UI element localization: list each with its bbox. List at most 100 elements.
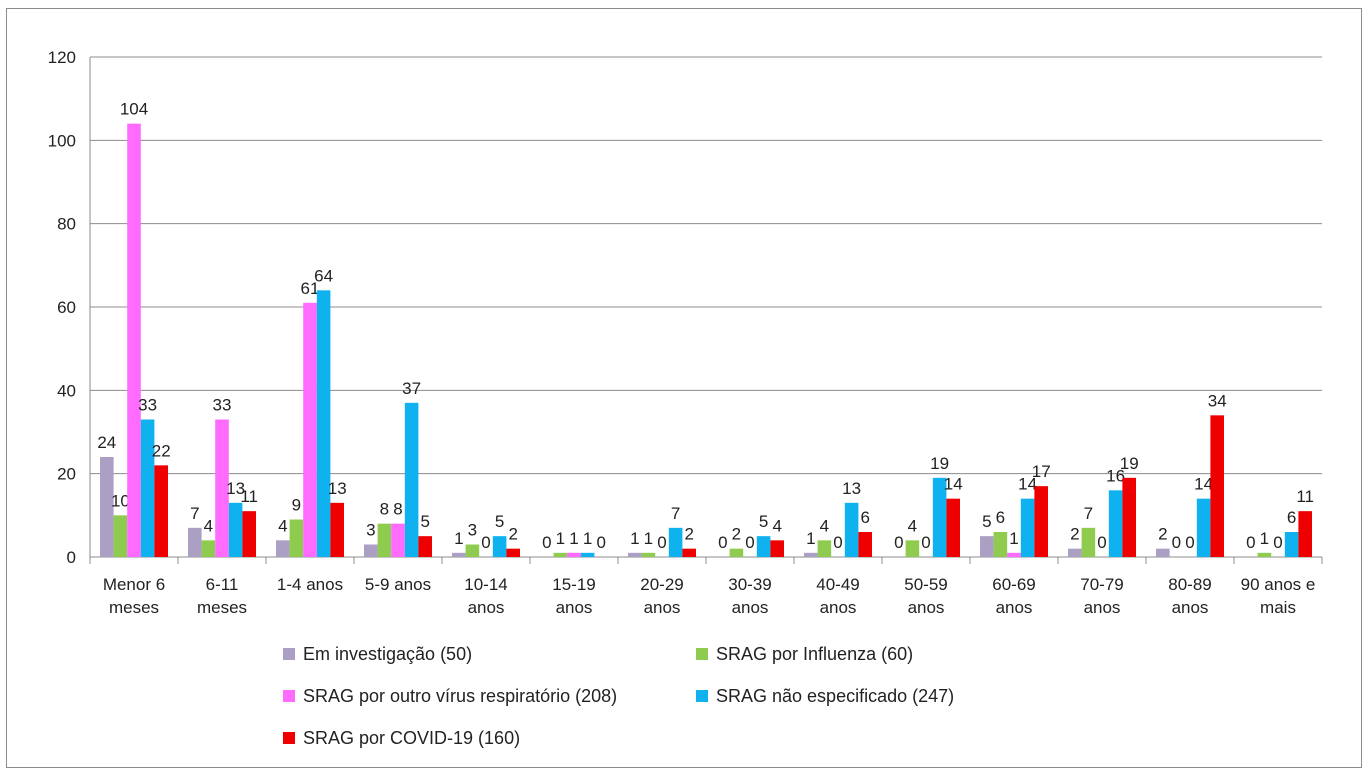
bar <box>567 552 581 557</box>
bar <box>154 465 168 557</box>
legend-swatch <box>696 648 708 660</box>
data-label: 33 <box>138 396 157 415</box>
bar <box>113 515 128 557</box>
bar <box>946 498 960 557</box>
x-category-label: anos <box>1084 598 1121 617</box>
x-category-label: 6-11 <box>206 575 239 594</box>
data-label: 2 <box>684 525 693 544</box>
data-label: 13 <box>328 479 347 498</box>
y-tick-label: 80 <box>57 215 76 234</box>
data-label: 0 <box>894 533 903 552</box>
bar <box>188 527 202 557</box>
bar <box>844 502 859 557</box>
data-label: 1 <box>556 529 565 548</box>
bar <box>1196 498 1211 557</box>
data-label: 7 <box>190 504 199 523</box>
data-label: 5 <box>495 512 504 531</box>
x-category-label: anos <box>732 598 769 617</box>
bar <box>140 419 155 557</box>
data-label: 0 <box>542 533 551 552</box>
data-label: 0 <box>833 533 842 552</box>
data-label: 14 <box>1194 475 1213 494</box>
x-category-label: 15-19 <box>552 575 595 594</box>
bar <box>1210 415 1224 557</box>
data-label: 11 <box>240 487 258 506</box>
data-label: 16 <box>1106 466 1125 485</box>
data-label: 4 <box>772 516 781 535</box>
bar <box>756 536 771 557</box>
data-label: 61 <box>301 279 320 298</box>
bar <box>580 552 595 557</box>
data-label: 104 <box>120 100 148 119</box>
data-label: 1 <box>806 529 815 548</box>
data-label: 0 <box>1185 533 1194 552</box>
legend-swatch <box>283 732 295 744</box>
bar <box>980 536 994 557</box>
data-label: 1 <box>644 529 653 548</box>
data-label: 1 <box>583 529 592 548</box>
y-tick-label: 60 <box>57 298 76 317</box>
data-label: 1 <box>569 529 578 548</box>
legend-entry: SRAG por Influenza (60) <box>716 644 913 664</box>
x-category-label: Menor 6 <box>103 575 165 594</box>
bar <box>465 544 480 557</box>
bar <box>905 540 920 557</box>
x-category-label: anos <box>996 598 1033 617</box>
legend-swatch <box>696 690 708 702</box>
bar <box>330 502 344 557</box>
bar <box>1284 532 1299 557</box>
bar <box>276 540 290 557</box>
data-label: 4 <box>908 516 917 535</box>
legend-swatch <box>283 648 295 660</box>
data-label: 2 <box>508 525 517 544</box>
data-label: 7 <box>671 504 680 523</box>
bar <box>316 290 331 557</box>
bar <box>1257 552 1272 557</box>
bar <box>770 540 784 557</box>
data-label: 10 <box>111 491 130 510</box>
bar <box>377 523 392 557</box>
x-category-label: anos <box>1172 598 1209 617</box>
bar <box>303 302 317 557</box>
data-label: 33 <box>213 396 232 415</box>
bar <box>668 527 683 557</box>
x-category-label: anos <box>908 598 945 617</box>
bar <box>729 548 744 557</box>
bar <box>492 536 507 557</box>
bar <box>404 402 419 557</box>
bar <box>1034 486 1048 557</box>
x-category-label: 70-79 <box>1080 575 1123 594</box>
data-label: 2 <box>732 525 741 544</box>
data-label: 7 <box>1084 504 1093 523</box>
data-label: 0 <box>1172 533 1181 552</box>
data-label: 3 <box>468 521 477 540</box>
data-label: 19 <box>930 454 949 473</box>
data-label: 6 <box>996 508 1005 527</box>
data-label: 22 <box>152 441 171 460</box>
data-label: 2 <box>1158 525 1167 544</box>
bar <box>289 519 304 557</box>
data-label: 5 <box>420 512 429 531</box>
bar <box>201 540 216 557</box>
data-label: 19 <box>1120 454 1139 473</box>
bar <box>418 536 432 557</box>
data-label: 11 <box>1296 487 1314 506</box>
data-label: 14 <box>944 475 963 494</box>
bar <box>1081 527 1096 557</box>
data-label: 14 <box>1018 475 1037 494</box>
bar <box>628 552 642 557</box>
data-label: 5 <box>759 512 768 531</box>
data-label: 8 <box>380 500 389 519</box>
bar <box>1298 511 1312 557</box>
x-category-label: anos <box>468 598 505 617</box>
x-category-label: 60-69 <box>992 575 1035 594</box>
legend-entry: SRAG não especificado (247) <box>716 686 954 706</box>
legend-entry: SRAG por outro vírus respiratório (208) <box>303 686 617 706</box>
data-label: 4 <box>820 516 829 535</box>
x-category-label: 90 anos e <box>1241 575 1316 594</box>
data-label: 9 <box>292 496 301 515</box>
bar <box>215 419 229 557</box>
data-label: 0 <box>1246 533 1255 552</box>
data-label: 0 <box>718 533 727 552</box>
